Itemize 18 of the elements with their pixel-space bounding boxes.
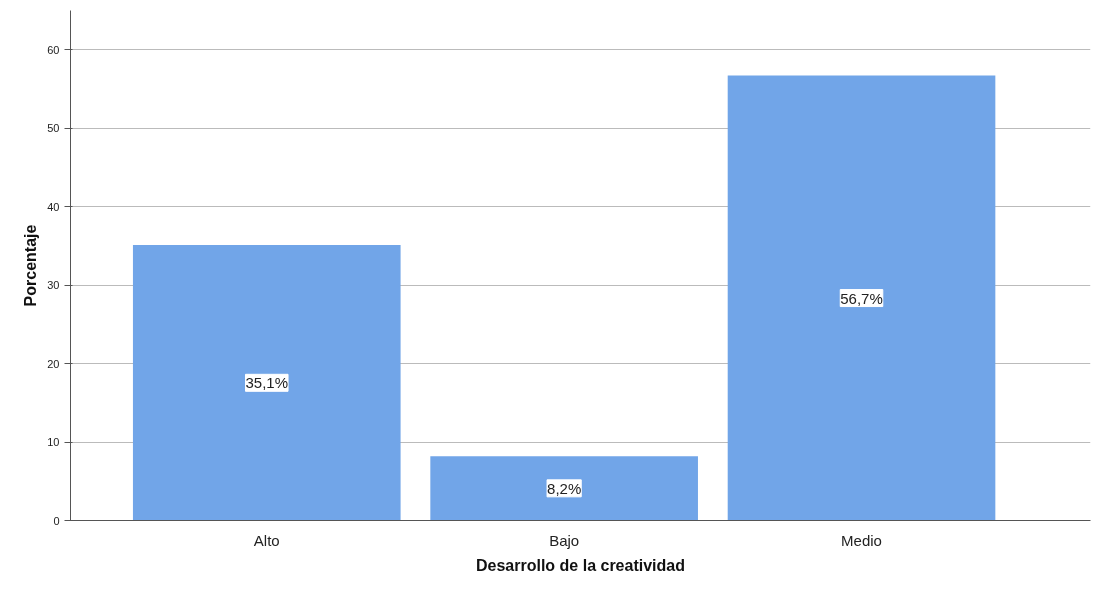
bar — [430, 456, 698, 521]
data-label: 35,1% — [245, 374, 289, 392]
y-tick-label: 60 — [47, 43, 60, 56]
y-axis-title: Porcentaje — [22, 224, 40, 307]
y-tick-label: 10 — [47, 436, 60, 449]
y-tick-label: 50 — [47, 122, 60, 135]
bar — [132, 245, 401, 521]
x-axis-title: Desarrollo de la creatividad — [476, 556, 685, 574]
y-tick-label: 30 — [47, 279, 60, 292]
y-tick-label: 0 — [53, 514, 60, 527]
data-label: 56,7% — [840, 289, 883, 307]
x-tick-label: Alto — [253, 531, 280, 549]
x-tick-label: Bajo — [549, 531, 580, 549]
data-label: 8,2% — [547, 479, 582, 497]
x-tick-label: Medio — [841, 531, 882, 549]
y-tick-label: 20 — [47, 357, 60, 370]
y-tick-label: 40 — [47, 200, 60, 213]
bar — [727, 75, 996, 521]
